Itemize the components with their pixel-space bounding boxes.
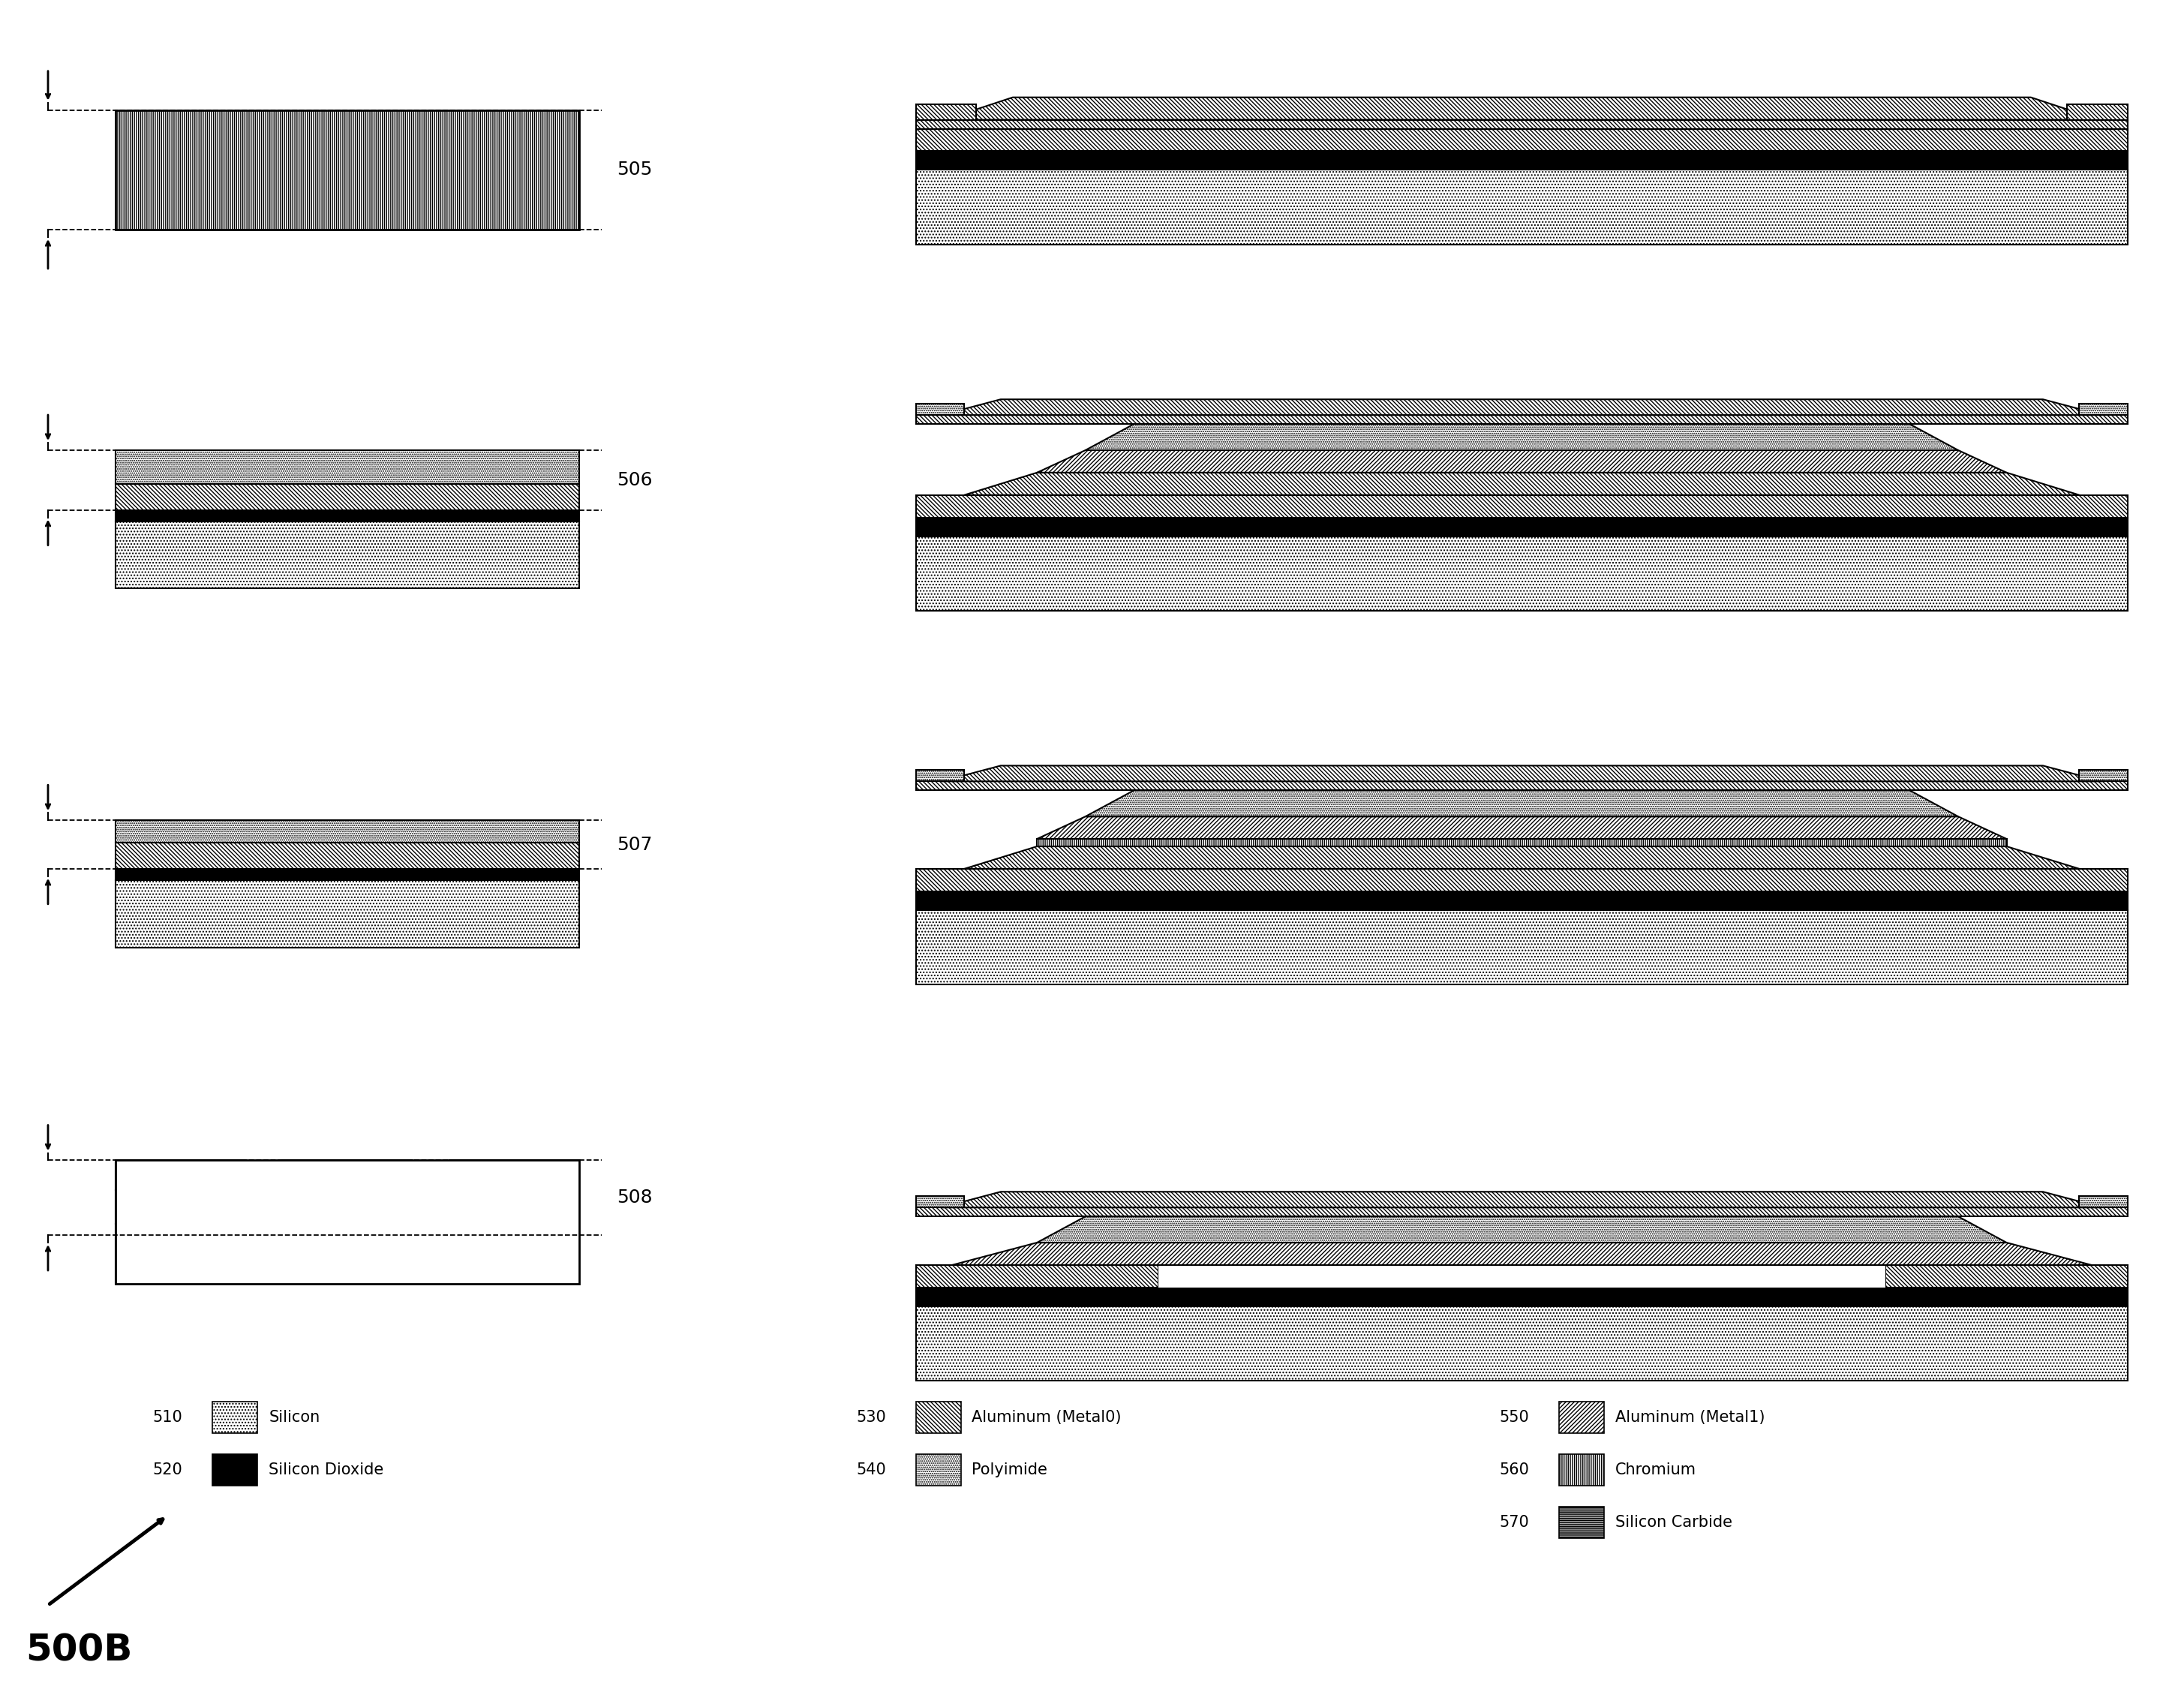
Bar (450, 1160, 579, 1190)
Bar (1037, 839, 2007, 846)
Bar (116, 509, 579, 521)
Bar (915, 1265, 1158, 1287)
Bar (2068, 104, 2127, 121)
Text: Aluminum (Metal1): Aluminum (Metal1) (1616, 1409, 1765, 1425)
Text: Silicon: Silicon (269, 1409, 319, 1425)
Polygon shape (941, 1192, 2103, 1207)
Bar (116, 1160, 245, 1190)
Bar (116, 521, 579, 589)
Text: 520: 520 (153, 1462, 183, 1477)
Bar (116, 820, 579, 842)
Bar (1559, 1506, 1603, 1538)
Polygon shape (952, 1243, 2092, 1265)
Polygon shape (1037, 1216, 2007, 1243)
Bar (116, 1160, 579, 1284)
Text: 550: 550 (1500, 1409, 1529, 1425)
Bar (116, 110, 579, 229)
Bar (915, 537, 2127, 611)
Polygon shape (946, 97, 2099, 121)
Bar (915, 129, 2127, 151)
Bar (212, 1403, 258, 1433)
Polygon shape (941, 766, 2103, 781)
Bar (116, 484, 579, 509)
Polygon shape (1085, 424, 1959, 450)
Bar (2079, 404, 2127, 414)
Bar (915, 869, 2127, 891)
Bar (282, 1160, 413, 1190)
Text: 507: 507 (616, 835, 653, 854)
Bar (116, 842, 579, 869)
Bar (915, 1197, 965, 1207)
Polygon shape (965, 472, 2079, 496)
Text: Silicon Carbide: Silicon Carbide (1616, 1515, 1732, 1530)
Bar (1158, 1265, 1885, 1287)
Bar (116, 1190, 245, 1224)
Text: 508: 508 (616, 1189, 653, 1207)
Bar (282, 1190, 413, 1224)
Polygon shape (1085, 790, 1959, 817)
Bar (915, 121, 2127, 129)
Bar (1559, 1453, 1603, 1486)
Bar (915, 781, 2127, 790)
Bar (116, 450, 579, 484)
Text: 506: 506 (616, 470, 653, 489)
Text: 510: 510 (153, 1409, 183, 1425)
Bar (915, 414, 2127, 424)
Bar (915, 910, 2127, 985)
Bar (1885, 1265, 2127, 1287)
Bar (915, 891, 2127, 910)
Bar (915, 170, 2127, 245)
Bar (915, 1287, 2127, 1306)
Bar (116, 1224, 579, 1234)
Bar (915, 104, 976, 121)
Text: 530: 530 (856, 1409, 887, 1425)
Bar (915, 1403, 961, 1433)
Text: 570: 570 (1500, 1515, 1529, 1530)
Bar (2079, 1197, 2127, 1207)
Bar (915, 518, 2127, 537)
Polygon shape (965, 846, 2079, 869)
Bar (915, 404, 965, 414)
Polygon shape (1037, 450, 2007, 472)
Polygon shape (941, 399, 2103, 414)
Text: Aluminum (Metal0): Aluminum (Metal0) (972, 1409, 1123, 1425)
Text: 500B: 500B (26, 1633, 133, 1669)
Bar (212, 1453, 258, 1486)
Bar (2079, 771, 2127, 781)
Bar (450, 1190, 579, 1224)
Bar (116, 880, 579, 947)
Text: 505: 505 (616, 161, 653, 178)
Bar (915, 1207, 2127, 1216)
Bar (116, 869, 579, 880)
Bar (915, 1453, 961, 1486)
Bar (915, 496, 2127, 518)
Text: Chromium: Chromium (1616, 1462, 1697, 1477)
Bar (1559, 1403, 1603, 1433)
Polygon shape (1037, 817, 2007, 839)
Text: 540: 540 (856, 1462, 887, 1477)
Bar (116, 1234, 579, 1284)
Bar (915, 771, 965, 781)
Text: 560: 560 (1500, 1462, 1529, 1477)
Bar (915, 151, 2127, 170)
Bar (915, 1306, 2127, 1380)
Text: Silicon Dioxide: Silicon Dioxide (269, 1462, 384, 1477)
Text: Polyimide: Polyimide (972, 1462, 1048, 1477)
